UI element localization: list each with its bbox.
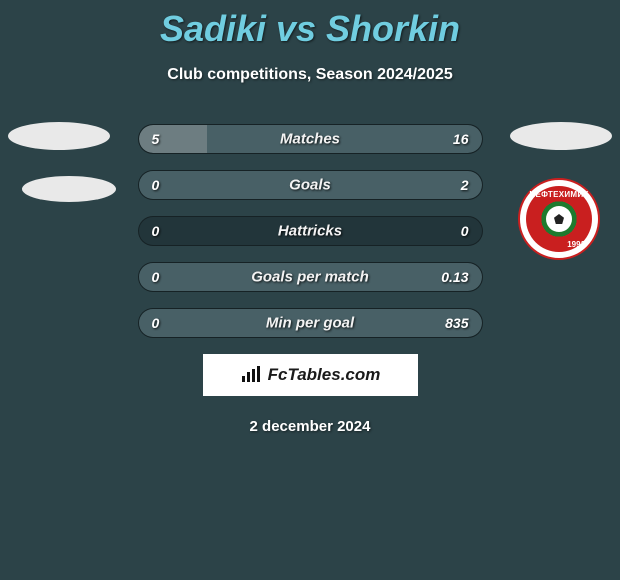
player-left-slot-1 (8, 122, 110, 150)
stat-row-matches: 5 Matches 16 (138, 124, 483, 154)
stat-value-right: 0 (461, 223, 469, 239)
date-line: 2 december 2024 (0, 418, 620, 435)
stat-value-left: 0 (152, 223, 160, 239)
stat-value-left: 0 (152, 177, 160, 193)
stat-label: Goals per match (251, 269, 369, 286)
stat-value-left: 0 (152, 269, 160, 285)
stat-row-goals-per-match: 0 Goals per match 0.13 (138, 262, 483, 292)
stat-label: Matches (280, 131, 340, 148)
stat-value-right: 835 (445, 315, 468, 331)
stat-value-right: 2 (461, 177, 469, 193)
stat-row-min-per-goal: 0 Min per goal 835 (138, 308, 483, 338)
bar-left-fill (139, 125, 208, 153)
brand-text: FcTables.com (268, 365, 381, 385)
player-left-slot-2 (22, 176, 116, 202)
stat-value-right: 0.13 (441, 269, 468, 285)
stat-row-goals: 0 Goals 2 (138, 170, 483, 200)
stat-label: Goals (289, 177, 331, 194)
bar-right-fill (207, 125, 481, 153)
badge-ball-icon (546, 206, 572, 232)
badge-text: НЕФТЕХИМИК (529, 190, 588, 199)
bars-icon (240, 366, 262, 384)
stat-label: Min per goal (266, 315, 354, 332)
club-badge: НЕФТЕХИМИК 1991 (518, 178, 600, 260)
stat-label: Hattricks (278, 223, 342, 240)
page-title: Sadiki vs Shorkin (0, 0, 620, 50)
brand-link[interactable]: FcTables.com (203, 354, 418, 396)
badge-year: 1991 (567, 240, 585, 249)
stat-value-left: 5 (152, 131, 160, 147)
stat-row-hattricks: 0 Hattricks 0 (138, 216, 483, 246)
stat-value-right: 16 (453, 131, 469, 147)
player-right-slot (510, 122, 612, 150)
subtitle: Club competitions, Season 2024/2025 (0, 66, 620, 84)
stat-value-left: 0 (152, 315, 160, 331)
